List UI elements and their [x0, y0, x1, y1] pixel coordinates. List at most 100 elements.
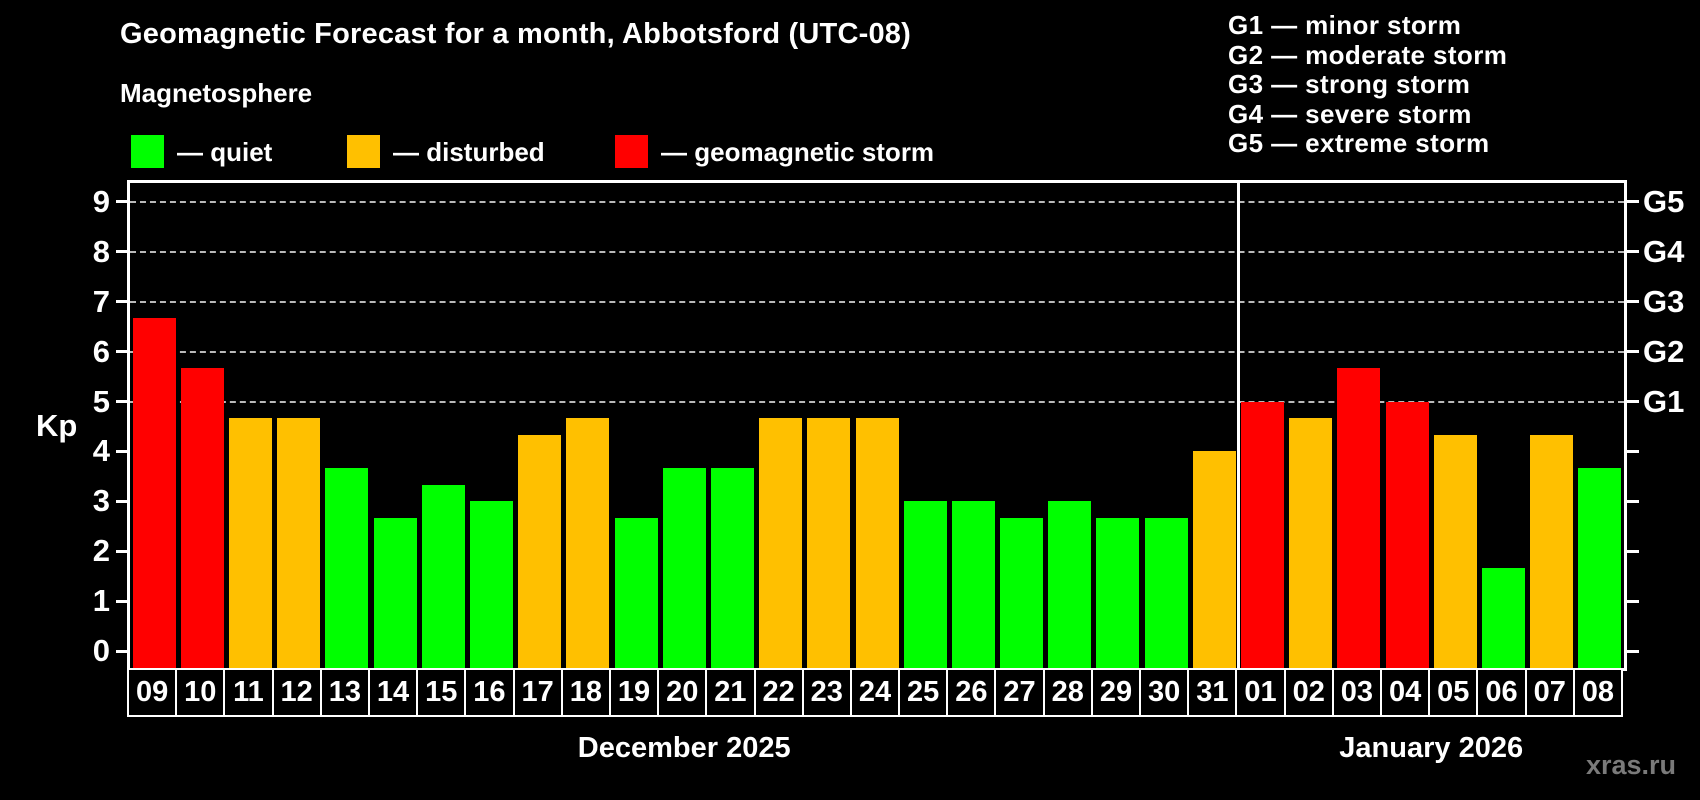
bar-december-21: [710, 467, 754, 668]
date-cell-13: 13: [319, 668, 370, 717]
legend-label-storm: — geomagnetic storm: [661, 137, 935, 167]
date-cell-18: 18: [560, 668, 611, 717]
date-cell-16: 16: [464, 668, 515, 717]
date-cell-25: 25: [898, 668, 949, 717]
y-tick-label-6: 6: [92, 333, 110, 369]
bar-december-16: [469, 501, 513, 668]
y-tick-label-0: 0: [92, 633, 110, 668]
date-cell-10: 10: [175, 668, 226, 717]
y-tick-right-8: [1624, 250, 1639, 254]
date-cell-12: 12: [271, 668, 322, 717]
date-cell-26: 26: [946, 668, 997, 717]
bar-december-17: [518, 434, 562, 668]
y-tick-left-3: [116, 499, 130, 503]
y-tick-right-1: [1624, 599, 1639, 603]
y-tick-right-4: [1624, 449, 1639, 453]
bar-december-23: [807, 417, 851, 668]
y-tick-right-5: [1624, 400, 1639, 403]
month-label-december: December 2025: [577, 732, 791, 764]
legend-label-quiet: — quiet: [177, 137, 273, 167]
y-tick-left-5: [116, 400, 130, 403]
date-cell-06: 06: [1476, 668, 1527, 717]
legend-swatch-quiet: [131, 135, 164, 168]
y-tick-left-4: [116, 449, 130, 453]
bar-january-07: [1530, 434, 1574, 668]
y-tick-left-0: [116, 649, 130, 653]
y-tick-right-7: [1624, 300, 1639, 304]
gridline-kp-9: [130, 200, 1624, 203]
date-cell-27: 27: [994, 668, 1045, 717]
g-label-G3: G3: [1643, 283, 1685, 319]
bar-january-04: [1385, 401, 1429, 668]
date-cell-28: 28: [1042, 668, 1093, 717]
month-divider: [1236, 183, 1240, 668]
legend-label-disturbed: — disturbed: [393, 137, 545, 167]
y-tick-label-2: 2: [92, 533, 110, 569]
date-cell-05: 05: [1428, 668, 1479, 717]
y-tick-label-1: 1: [92, 583, 110, 619]
bar-december-19: [614, 517, 658, 668]
bar-december-10: [180, 368, 224, 668]
magnetosphere-label: Magnetosphere: [120, 78, 313, 108]
g-legend-line-1: G1 — minor storm: [1228, 10, 1462, 40]
g-legend-line-3: G3 — strong storm: [1228, 69, 1471, 100]
bar-january-01: [1241, 401, 1285, 668]
date-cell-17: 17: [512, 668, 563, 717]
date-cell-11: 11: [223, 668, 274, 717]
date-cell-09: 09: [127, 668, 178, 717]
bar-december-29: [1096, 517, 1140, 668]
y-tick-left-7: [116, 300, 130, 304]
bar-december-30: [1144, 517, 1188, 668]
gridline-kp-5: [130, 400, 1624, 403]
date-cell-14: 14: [367, 668, 419, 717]
y-tick-label-8: 8: [92, 233, 110, 269]
date-cell-03: 03: [1331, 668, 1383, 717]
y-tick-right-6: [1624, 350, 1639, 354]
bar-december-15: [421, 484, 465, 668]
y-tick-left-9: [116, 200, 130, 204]
bar-january-03: [1337, 368, 1381, 668]
bar-december-24: [855, 417, 899, 668]
legend-swatch-storm: [615, 135, 648, 168]
y-tick-label-4: 4: [92, 433, 110, 469]
y-tick-label-9: 9: [92, 183, 110, 219]
legend-swatch-disturbed: [347, 135, 380, 168]
bar-december-25: [903, 501, 947, 668]
bar-december-26: [951, 501, 995, 668]
bar-december-22: [759, 417, 803, 668]
date-cell-23: 23: [801, 668, 852, 717]
bar-december-13: [325, 467, 369, 668]
date-cell-07: 07: [1524, 668, 1575, 717]
date-cell-20: 20: [657, 668, 708, 717]
gridline-kp-6: [130, 350, 1624, 353]
gridline-kp-8: [130, 250, 1624, 253]
bar-december-28: [1048, 501, 1092, 668]
g-label-G4: G4: [1643, 233, 1685, 269]
y-tick-left-1: [116, 599, 130, 603]
date-cell-19: 19: [608, 668, 660, 717]
y-tick-left-2: [116, 549, 130, 553]
y-tick-right-2: [1624, 549, 1639, 553]
g-label-G2: G2: [1643, 333, 1685, 369]
bar-january-06: [1482, 567, 1526, 668]
date-axis: 09 10 11 12 13 14 15 16 17 18 19 20 21 22 23 24 25 26 27 28…: [127, 668, 1627, 719]
g-label-G1: G1: [1643, 383, 1685, 419]
y-tick-right-0: [1624, 649, 1639, 653]
bar-january-02: [1289, 417, 1333, 668]
date-cell-02: 02: [1283, 668, 1334, 717]
date-cell-30: 30: [1139, 668, 1190, 717]
g-legend-line-4: G4 — severe storm: [1228, 98, 1472, 129]
g-legend-line-2: G2 — moderate storm: [1228, 39, 1508, 70]
date-cell-31: 31: [1187, 668, 1238, 717]
date-cell-29: 29: [1090, 668, 1142, 717]
bar-december-27: [1000, 517, 1044, 668]
g-label-G5: G5: [1643, 183, 1685, 219]
bar-january-08: [1578, 467, 1622, 668]
bar-december-31: [1192, 451, 1236, 668]
bar-december-09: [132, 318, 176, 668]
y-tick-label-5: 5: [92, 383, 110, 419]
bar-december-11: [228, 417, 272, 668]
watermark: xras.ru: [1585, 750, 1676, 780]
bar-december-18: [566, 417, 610, 668]
